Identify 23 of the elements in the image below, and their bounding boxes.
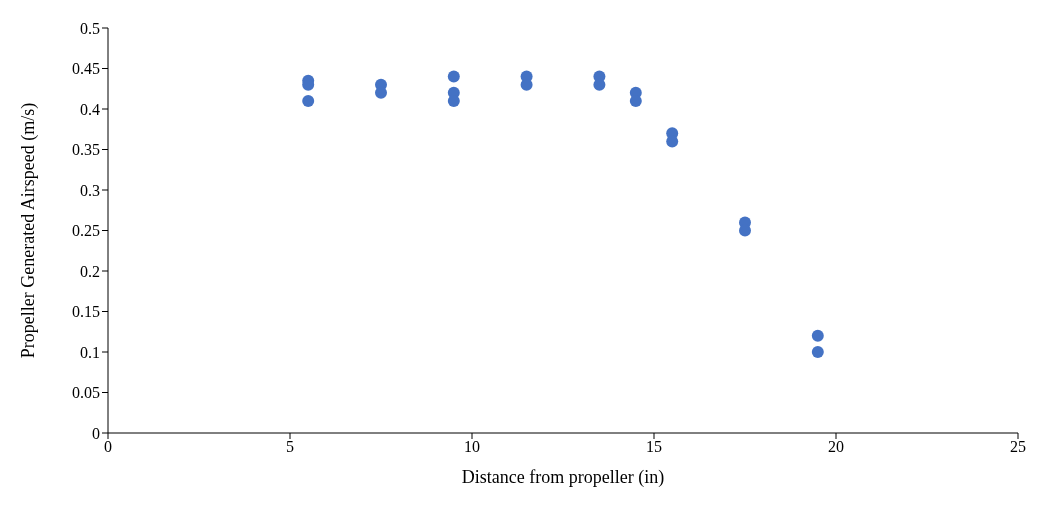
point — [811, 346, 824, 358]
x-tick-label: 0 — [104, 438, 112, 456]
y-tick-label: 0.3 — [80, 181, 100, 199]
y-axis-title: Propeller Generated Airspeed (m/s) — [18, 102, 40, 359]
point — [811, 329, 824, 342]
y-tick-label: 0.2 — [80, 262, 100, 280]
y-tick-label: 0.4 — [80, 100, 100, 118]
x-tick-label: 20 — [828, 438, 844, 456]
x-axis-title: Distance from propeller (in) — [461, 467, 665, 488]
x-tick-label: 10 — [464, 438, 480, 456]
y-tick-label: 0.5 — [80, 19, 100, 37]
y-tick-label: 0.45 — [72, 60, 100, 78]
y-tick-label: 0.05 — [72, 384, 100, 402]
y-tick-label: 0.1 — [80, 343, 100, 361]
point — [302, 94, 315, 107]
y-tick-label: 0.35 — [72, 141, 100, 159]
x-tick-label: 5 — [286, 438, 294, 456]
x-tick-label: 25 — [1010, 438, 1026, 456]
y-tick-label: 0.15 — [72, 303, 100, 321]
y-tick-label: 0.25 — [72, 222, 100, 240]
point — [447, 70, 460, 83]
y-tick-label: 0 — [92, 424, 100, 442]
x-tick-label: 15 — [646, 438, 662, 456]
